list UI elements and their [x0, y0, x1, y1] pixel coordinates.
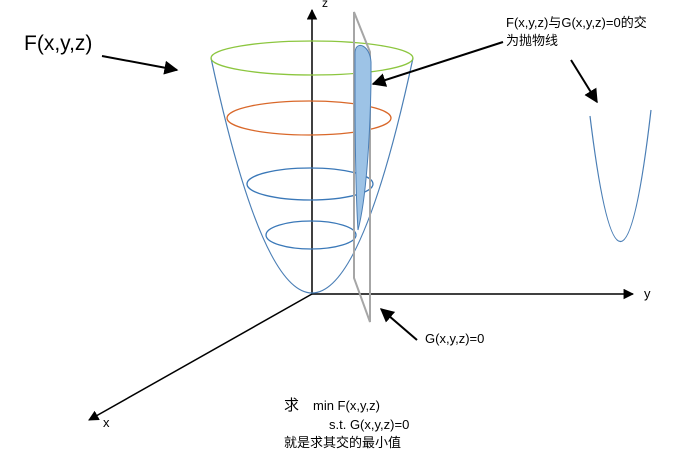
- level-ring-lower: [246, 167, 374, 201]
- intersection-note-line1: F(x,y,z)与G(x,y,z)=0的交: [506, 15, 647, 30]
- paraboloid-surface: [210, 57, 414, 294]
- pointer-arrow-plane: [379, 308, 418, 341]
- x-axis: [88, 293, 313, 421]
- problem-qiu: 求: [284, 397, 300, 414]
- z-axis-label: z: [322, 0, 328, 10]
- pointer-arrow-parabola: [570, 59, 598, 104]
- pointer-arrow-intersection: [371, 41, 504, 87]
- problem-constraint: s.t. G(x,y,z)=0: [329, 417, 410, 432]
- x-axis-label: x: [103, 415, 110, 430]
- y-axis-label: y: [644, 286, 651, 301]
- plane-label: G(x,y,z)=0: [425, 331, 485, 346]
- level-ring-top: [210, 40, 414, 76]
- problem-conclusion: 就是求其交的最小值: [284, 435, 402, 450]
- pointer-arrow-surface: [101, 55, 179, 75]
- intersection-note-line2: 为抛物线: [506, 33, 559, 48]
- level-ring-middle: [226, 100, 392, 136]
- surface-title: F(x,y,z): [24, 32, 93, 55]
- problem-objective: min F(x,y,z): [313, 398, 380, 413]
- cross-section-parabola: [589, 109, 652, 243]
- constraint-plane: [353, 11, 371, 323]
- intersection-parabola: [354, 44, 372, 231]
- level-ring-bottom: [265, 220, 357, 250]
